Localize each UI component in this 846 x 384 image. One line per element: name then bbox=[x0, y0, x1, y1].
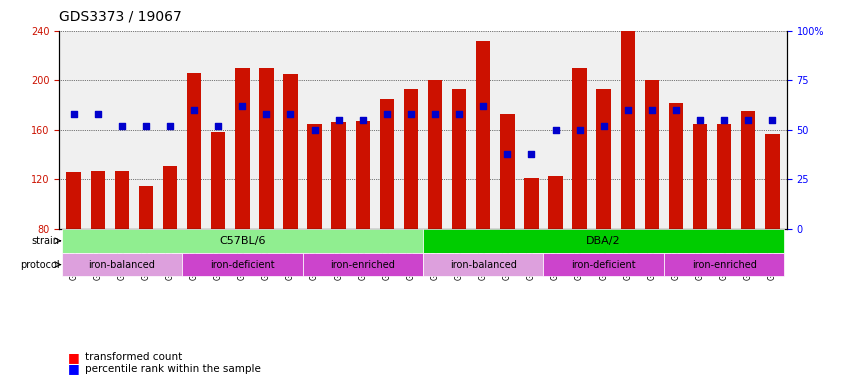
Bar bbox=[645, 80, 659, 328]
Text: C57BL/6: C57BL/6 bbox=[219, 236, 266, 246]
Text: iron-balanced: iron-balanced bbox=[450, 260, 517, 270]
Bar bbox=[428, 80, 442, 328]
Text: ■: ■ bbox=[68, 362, 80, 375]
Bar bbox=[355, 121, 370, 328]
Bar bbox=[525, 178, 539, 328]
Bar bbox=[476, 41, 491, 328]
FancyBboxPatch shape bbox=[423, 229, 784, 253]
FancyBboxPatch shape bbox=[182, 253, 303, 276]
Point bbox=[115, 123, 129, 129]
Bar bbox=[380, 99, 394, 328]
Bar bbox=[500, 114, 514, 328]
FancyBboxPatch shape bbox=[664, 253, 784, 276]
Point bbox=[428, 111, 442, 117]
Bar bbox=[693, 124, 707, 328]
Bar bbox=[668, 103, 684, 328]
Bar bbox=[67, 172, 81, 328]
Point bbox=[235, 103, 249, 109]
Text: DBA/2: DBA/2 bbox=[586, 236, 621, 246]
Bar bbox=[259, 68, 273, 328]
Bar bbox=[573, 68, 587, 328]
Point bbox=[260, 111, 273, 117]
Bar bbox=[307, 124, 321, 328]
Bar bbox=[548, 175, 563, 328]
Point bbox=[91, 111, 105, 117]
Bar bbox=[187, 73, 201, 328]
FancyBboxPatch shape bbox=[303, 253, 423, 276]
Point bbox=[283, 111, 297, 117]
Point bbox=[645, 107, 659, 113]
Point bbox=[187, 107, 201, 113]
Bar bbox=[404, 89, 418, 328]
Point bbox=[380, 111, 393, 117]
Text: iron-deficient: iron-deficient bbox=[571, 260, 636, 270]
Point bbox=[332, 117, 345, 123]
Bar bbox=[114, 171, 129, 328]
Point bbox=[212, 123, 225, 129]
Point bbox=[766, 117, 779, 123]
Bar bbox=[596, 89, 611, 328]
Point bbox=[308, 127, 321, 133]
Point bbox=[669, 107, 683, 113]
Bar bbox=[452, 89, 466, 328]
Text: iron-deficient: iron-deficient bbox=[210, 260, 275, 270]
Point bbox=[476, 103, 490, 109]
Bar bbox=[211, 132, 225, 328]
Bar bbox=[162, 166, 178, 328]
Point bbox=[404, 111, 418, 117]
FancyBboxPatch shape bbox=[543, 253, 664, 276]
Point bbox=[140, 123, 153, 129]
Bar bbox=[765, 134, 779, 328]
Point bbox=[693, 117, 706, 123]
Point bbox=[453, 111, 466, 117]
Text: iron-balanced: iron-balanced bbox=[89, 260, 156, 270]
Bar bbox=[621, 31, 635, 328]
Text: iron-enriched: iron-enriched bbox=[330, 260, 395, 270]
Point bbox=[573, 127, 586, 133]
Point bbox=[621, 107, 634, 113]
FancyBboxPatch shape bbox=[423, 253, 543, 276]
Text: transformed count: transformed count bbox=[85, 352, 182, 362]
Text: GDS3373 / 19067: GDS3373 / 19067 bbox=[59, 9, 182, 23]
Bar bbox=[717, 124, 732, 328]
Point bbox=[741, 117, 755, 123]
Point bbox=[67, 111, 80, 117]
Bar bbox=[139, 185, 153, 328]
Bar bbox=[235, 68, 250, 328]
Point bbox=[356, 117, 370, 123]
Bar bbox=[741, 111, 755, 328]
Point bbox=[501, 151, 514, 157]
Text: protocol: protocol bbox=[19, 260, 59, 270]
Point bbox=[549, 127, 563, 133]
Text: percentile rank within the sample: percentile rank within the sample bbox=[85, 364, 261, 374]
FancyBboxPatch shape bbox=[62, 229, 423, 253]
Bar bbox=[283, 74, 298, 328]
FancyBboxPatch shape bbox=[62, 253, 182, 276]
Text: ■: ■ bbox=[68, 351, 80, 364]
Point bbox=[525, 151, 538, 157]
Point bbox=[597, 123, 611, 129]
Bar bbox=[91, 171, 105, 328]
Text: strain: strain bbox=[31, 236, 59, 246]
Point bbox=[717, 117, 731, 123]
Text: iron-enriched: iron-enriched bbox=[692, 260, 756, 270]
Point bbox=[163, 123, 177, 129]
Bar bbox=[332, 122, 346, 328]
